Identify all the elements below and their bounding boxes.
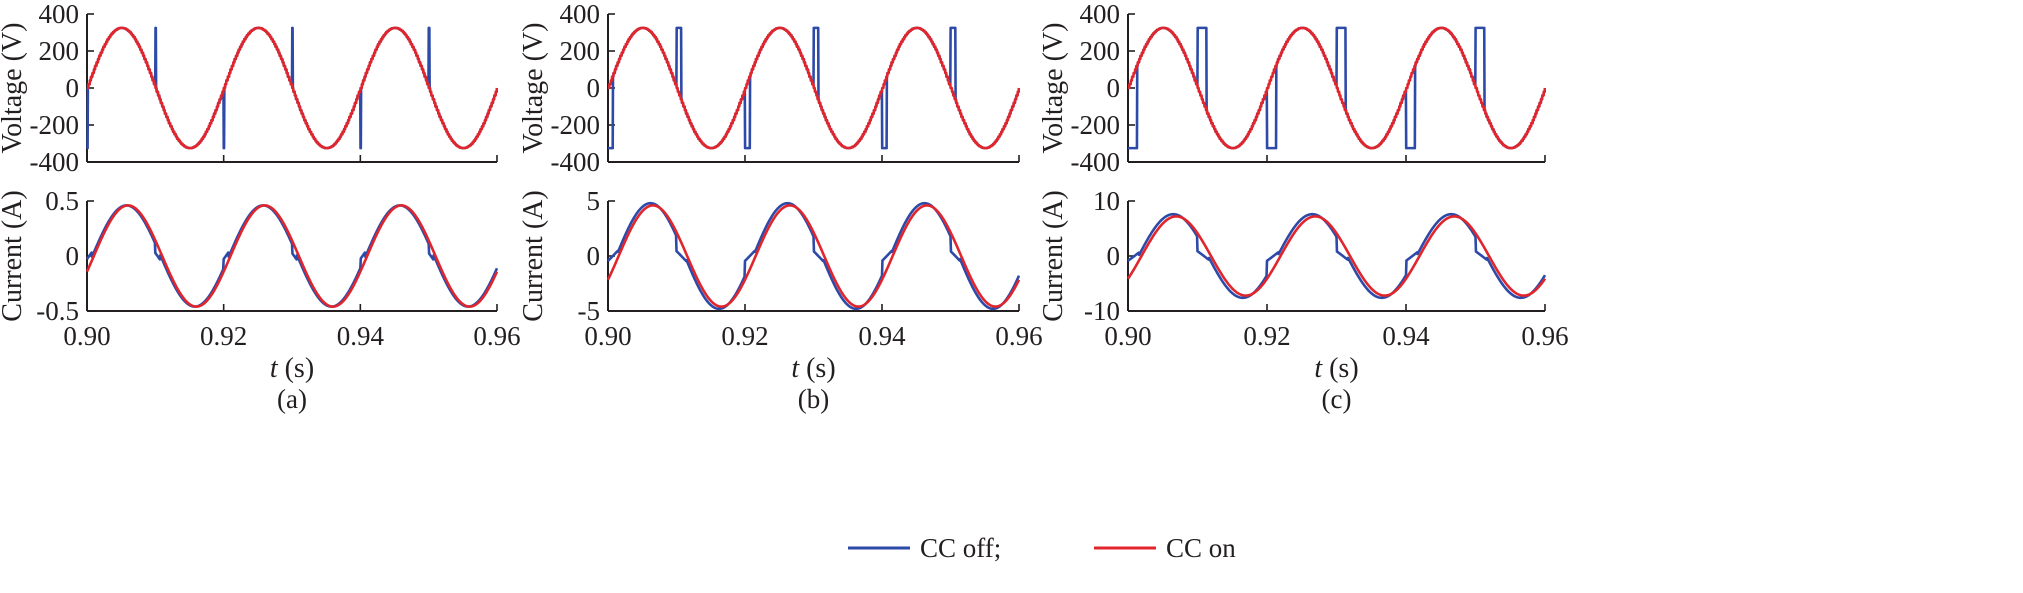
series-line-cc-on xyxy=(86,26,498,150)
x-tick-label: 0.96 xyxy=(1521,321,1568,351)
y-tick-label: 5 xyxy=(587,186,601,216)
series-line-cc-on xyxy=(1127,26,1546,150)
legend-label-cc-off: CC off; xyxy=(920,533,1001,563)
y-axis-label: Current (A) xyxy=(518,190,549,321)
series-line-cc-off xyxy=(607,201,1020,311)
x-tick-label: 0.96 xyxy=(995,321,1042,351)
x-axis-label-var: t xyxy=(270,353,279,384)
y-tick-label: 0 xyxy=(66,73,80,103)
y-tick-label: -400 xyxy=(30,147,80,177)
panel-caption: (b) xyxy=(798,384,829,414)
y-tick-label: -200 xyxy=(551,110,601,140)
x-tick-label: 0.92 xyxy=(200,321,247,351)
y-tick-label: -200 xyxy=(30,110,80,140)
y-tick-label: -5 xyxy=(578,296,601,326)
y-tick-label: 0 xyxy=(587,73,601,103)
series-line-cc-on xyxy=(86,204,498,308)
panel-a-current: 0.5 0 -0.50.90 0.92 0.94 0.96 Current (A) xyxy=(0,186,521,351)
x-tick-label: 0.90 xyxy=(63,321,110,351)
y-tick-label: 0 xyxy=(66,241,80,271)
panel-caption: (a) xyxy=(277,384,307,414)
y-axis-label: Voltage (V) xyxy=(518,23,549,154)
y-tick-label: -0.5 xyxy=(36,296,79,326)
panel-b-current: 5 0 -50.90 0.92 0.94 0.96 Current (A) xyxy=(518,186,1043,351)
x-tick-label: 0.96 xyxy=(473,321,520,351)
y-tick-label: 200 xyxy=(1080,36,1121,66)
x-tick-label: 0.92 xyxy=(1243,321,1290,351)
y-tick-label: -200 xyxy=(1071,110,1121,140)
series-line-cc-on xyxy=(607,26,1020,150)
x-tick-label: 0.90 xyxy=(584,321,631,351)
series-line-cc-off xyxy=(1127,212,1546,300)
panel-caption: (c) xyxy=(1322,384,1352,414)
y-tick-label: -400 xyxy=(1071,147,1121,177)
x-axis-label-var: t xyxy=(1314,353,1323,384)
y-axis-label: Voltage (V) xyxy=(0,23,28,154)
y-tick-label: -400 xyxy=(551,147,601,177)
y-tick-label: 200 xyxy=(39,36,80,66)
x-tick-label: 0.92 xyxy=(721,321,768,351)
y-tick-label: -10 xyxy=(1084,296,1120,326)
x-tick-label: 0.90 xyxy=(1104,321,1151,351)
x-tick-label: 0.94 xyxy=(858,321,906,351)
y-tick-label: 0 xyxy=(1107,73,1121,103)
y-axis-label: Current (A) xyxy=(1038,190,1069,321)
series-line-cc-on xyxy=(607,204,1020,308)
legend: CC off; CC on xyxy=(848,533,1236,563)
y-tick-label: 10 xyxy=(1093,186,1120,216)
x-axis-label-unit: (s) xyxy=(799,353,836,384)
x-axis-label: t (s) xyxy=(270,353,314,384)
series-line-cc-off xyxy=(86,204,498,308)
y-tick-label: 400 xyxy=(39,0,80,29)
x-axis-label-var: t xyxy=(791,353,800,384)
legend-label-cc-on: CC on xyxy=(1166,533,1236,563)
y-tick-label: 400 xyxy=(560,0,601,29)
y-axis-label: Voltage (V) xyxy=(1038,23,1069,154)
x-axis-label-unit: (s) xyxy=(278,353,315,384)
panel-c-current: 10 0 -100.90 0.92 0.94 0.96 Current (A) xyxy=(1038,186,1569,351)
y-tick-label: 0 xyxy=(1107,241,1121,271)
series-line-cc-on xyxy=(1127,215,1546,297)
x-axis-label-unit: (s) xyxy=(1322,353,1359,384)
y-tick-label: 200 xyxy=(560,36,601,66)
x-axis-label: t (s) xyxy=(791,353,835,384)
y-tick-label: 0 xyxy=(587,241,601,271)
y-axis-label: Current (A) xyxy=(0,190,28,321)
x-axis-label: t (s) xyxy=(1314,353,1358,384)
x-tick-label: 0.94 xyxy=(337,321,385,351)
y-tick-label: 400 xyxy=(1080,0,1121,29)
y-tick-label: 0.5 xyxy=(45,186,79,216)
x-tick-label: 0.94 xyxy=(1382,321,1430,351)
